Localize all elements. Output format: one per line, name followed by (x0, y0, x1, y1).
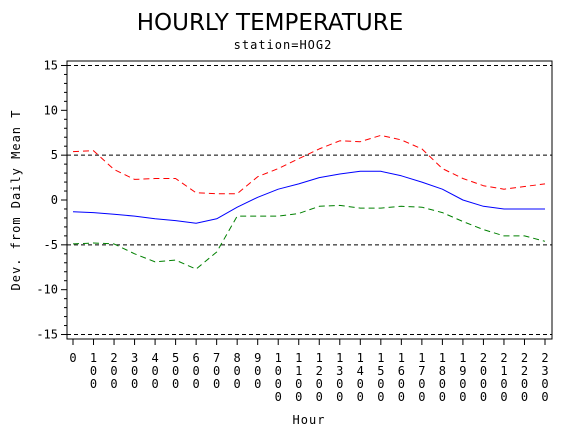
x-axis: 0 1 0 0 2 0 0 3 0 0 4 0 0 5 0 0 6 0 0 7 0 0 8 0 0 9 0 0 1 0 0 0 1 1 0 0 1 2 0 0… (69, 339, 549, 404)
y-tick-label-4: -5 (44, 238, 58, 252)
reference-lines (67, 64, 552, 336)
y-tick-label-5: -10 (36, 283, 58, 297)
y-axis-label: Dev. from Daily Mean T (9, 110, 23, 291)
x-axis-label: Hour (293, 413, 326, 427)
y-axis: 15 10 5 0 -5 -10 -15 (36, 58, 67, 342)
plot-frame (66, 60, 553, 340)
y-tick-label-1: 10 (44, 103, 58, 117)
series-group (72, 134, 546, 270)
series-lower-line (72, 204, 546, 270)
y-tick-label-2: 5 (51, 148, 58, 162)
chart-title: HOURLY TEMPERATURE (137, 10, 404, 36)
series-mean-line (72, 170, 545, 224)
y-tick-label-0: 15 (44, 58, 58, 72)
chart-subtitle: station=HOG2 (234, 38, 333, 52)
x-tick-label-0: 0 (69, 351, 76, 365)
series-upper-line (72, 134, 546, 195)
y-tick-label-6: -15 (36, 328, 58, 342)
y-tick-label-3: 0 (51, 193, 58, 207)
